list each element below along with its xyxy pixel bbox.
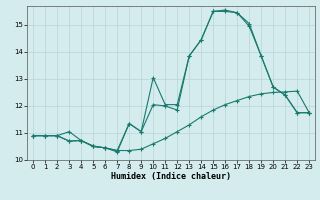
X-axis label: Humidex (Indice chaleur): Humidex (Indice chaleur) — [111, 172, 231, 181]
